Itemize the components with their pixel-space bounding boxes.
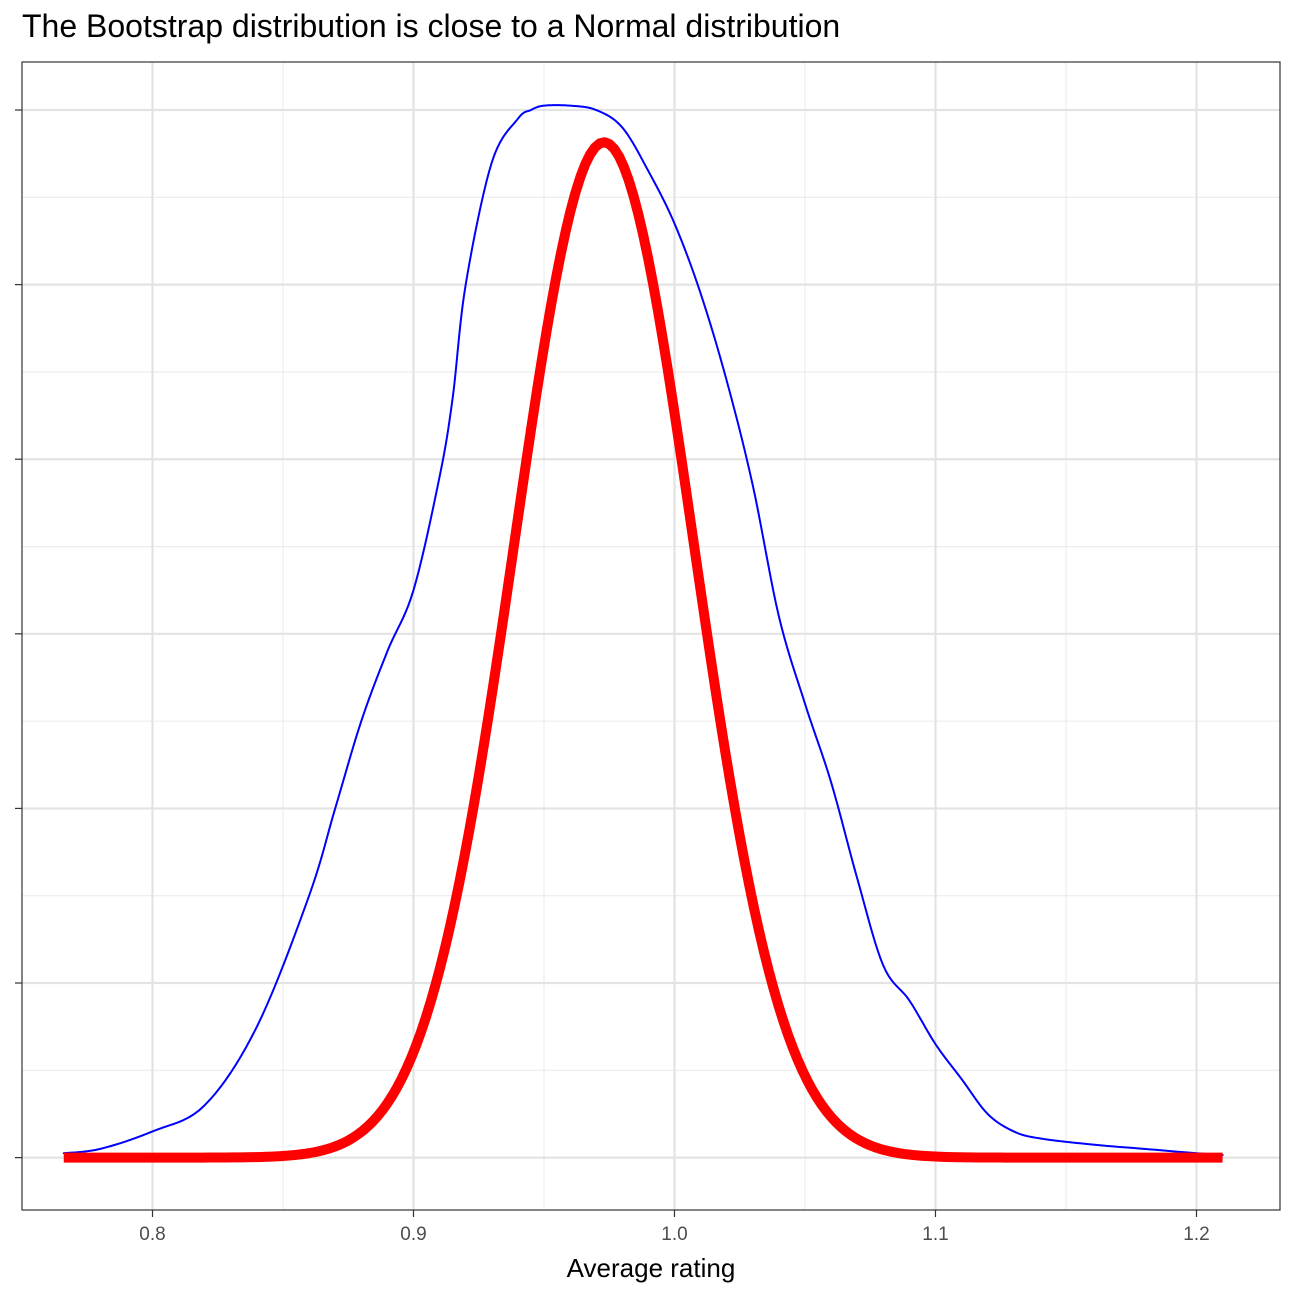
x-axis: 0.8 0.9 1.0 1.1 1.2 bbox=[139, 1210, 1210, 1245]
grid-minor bbox=[21, 62, 1280, 1210]
x-axis-title: Average rating bbox=[567, 1253, 736, 1283]
panel-border bbox=[21, 61, 1281, 1211]
x-tick-label: 1.0 bbox=[661, 1224, 687, 1245]
series-layer bbox=[62, 104, 1224, 1163]
x-tick-label: 1.2 bbox=[1183, 1224, 1209, 1245]
bootstrap-density-line bbox=[62, 104, 1224, 1156]
x-tick-label: 1.1 bbox=[922, 1224, 948, 1245]
x-tick-label: 0.8 bbox=[139, 1224, 165, 1245]
x-tick-label: 0.9 bbox=[400, 1224, 426, 1245]
y-axis bbox=[15, 109, 22, 1159]
chart-title: The Bootstrap distribution is close to a… bbox=[22, 8, 841, 44]
normal-curve-line bbox=[63, 137, 1223, 1163]
grid-major bbox=[22, 62, 1280, 1210]
